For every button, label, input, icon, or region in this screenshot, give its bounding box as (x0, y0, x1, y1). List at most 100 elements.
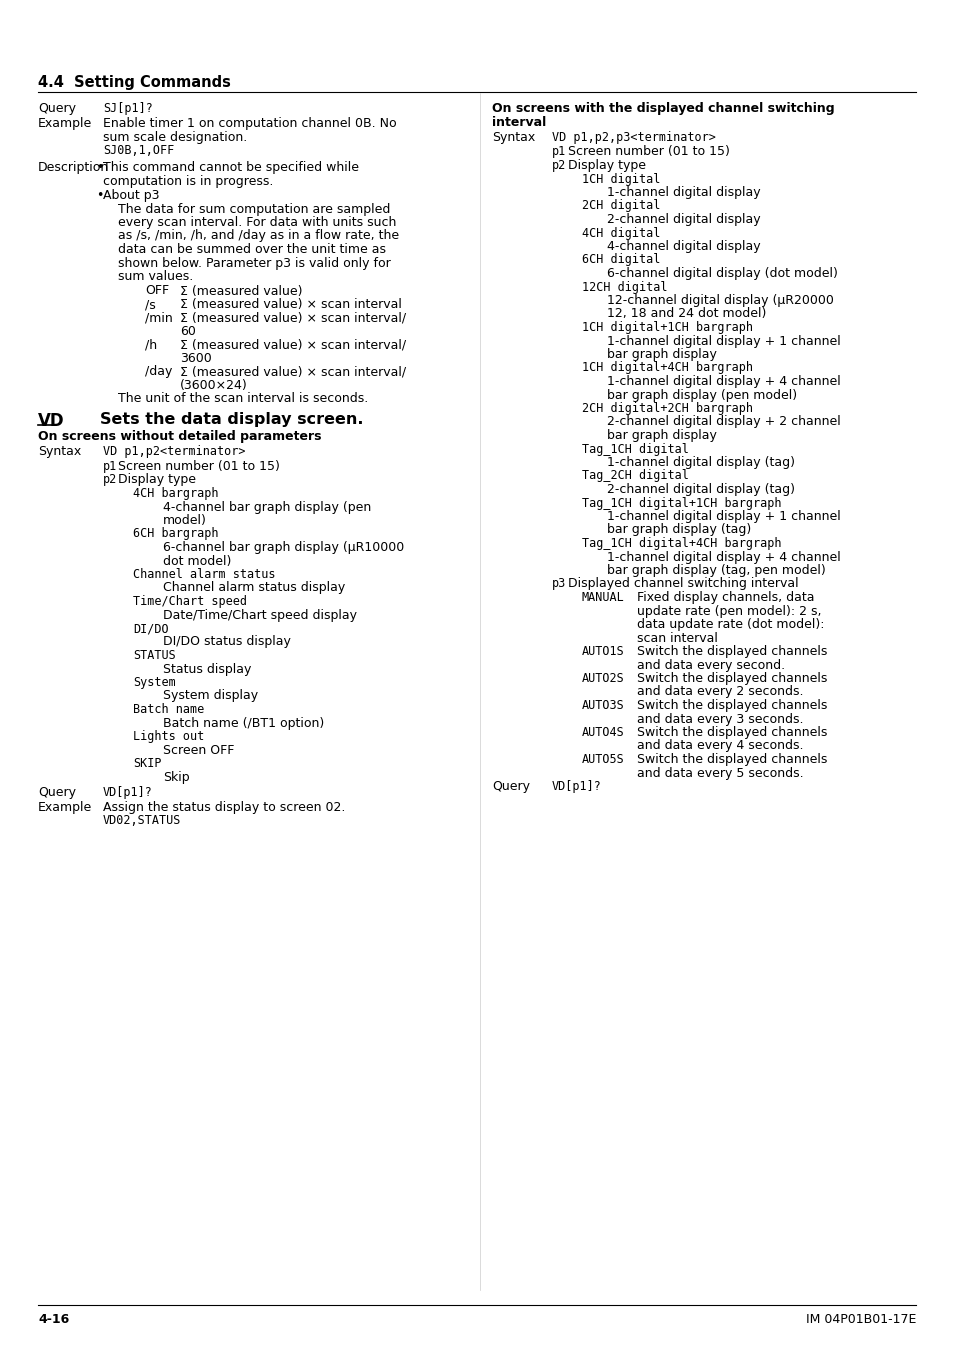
Text: Status display: Status display (163, 663, 251, 675)
Text: Lights out: Lights out (132, 730, 204, 742)
Text: computation is in progress.: computation is in progress. (103, 174, 274, 188)
Text: 1-channel digital display: 1-channel digital display (606, 186, 760, 198)
Text: 3600: 3600 (180, 352, 212, 365)
Text: DI/DO: DI/DO (132, 622, 169, 634)
Text: and data every 3 seconds.: and data every 3 seconds. (637, 713, 802, 725)
Text: Screen number (01 to 15): Screen number (01 to 15) (118, 460, 279, 472)
Text: •: • (96, 161, 103, 174)
Text: 1CH digital+1CH bargraph: 1CH digital+1CH bargraph (581, 321, 752, 333)
Text: /h: /h (145, 339, 157, 351)
Text: data update rate (dot model):: data update rate (dot model): (637, 618, 823, 630)
Text: (3600×24): (3600×24) (180, 379, 248, 391)
Text: SJ[p1]?: SJ[p1]? (103, 103, 152, 115)
Text: System: System (132, 676, 175, 688)
Text: VD[p1]?: VD[p1]? (103, 786, 152, 799)
Text: 1-channel digital display + 1 channel: 1-channel digital display + 1 channel (606, 510, 840, 522)
Text: AUTO5S: AUTO5S (581, 753, 624, 765)
Text: bar graph display (pen model): bar graph display (pen model) (606, 389, 797, 401)
Text: 2CH digital: 2CH digital (581, 200, 659, 212)
Text: Example: Example (38, 801, 92, 814)
Text: /min: /min (145, 312, 172, 324)
Text: 2-channel digital display (tag): 2-channel digital display (tag) (606, 483, 794, 495)
Text: STATUS: STATUS (132, 649, 175, 662)
Text: Fixed display channels, data: Fixed display channels, data (637, 591, 814, 603)
Text: p1: p1 (552, 146, 566, 158)
Text: SJ0B,1,OFF: SJ0B,1,OFF (103, 144, 174, 158)
Text: bar graph display (tag, pen model): bar graph display (tag, pen model) (606, 564, 825, 576)
Text: VD[p1]?: VD[p1]? (552, 780, 601, 792)
Text: p2: p2 (103, 474, 117, 486)
Text: Channel alarm status: Channel alarm status (132, 568, 275, 580)
Text: Switch the displayed channels: Switch the displayed channels (637, 645, 826, 657)
Text: DI/DO status display: DI/DO status display (163, 636, 291, 648)
Text: Syntax: Syntax (38, 446, 81, 459)
Text: AUTO4S: AUTO4S (581, 726, 624, 738)
Text: sum values.: sum values. (118, 270, 193, 284)
Text: VD p1,p2,p3<terminator>: VD p1,p2,p3<terminator> (552, 131, 715, 144)
Text: Enable timer 1 on computation channel 0B. No: Enable timer 1 on computation channel 0B… (103, 117, 396, 131)
Text: p2: p2 (552, 159, 566, 171)
Text: Time/Chart speed: Time/Chart speed (132, 595, 247, 608)
Text: Query: Query (492, 780, 530, 792)
Text: Tag_2CH digital: Tag_2CH digital (581, 470, 688, 482)
Text: 1-channel digital display + 4 channel: 1-channel digital display + 4 channel (606, 375, 840, 387)
Text: Σ (measured value) × scan interval: Σ (measured value) × scan interval (180, 298, 401, 311)
Text: and data every 5 seconds.: and data every 5 seconds. (637, 767, 802, 779)
Text: and data every 4 seconds.: and data every 4 seconds. (637, 740, 802, 752)
Text: AUTO2S: AUTO2S (581, 672, 624, 684)
Text: On screens with the displayed channel switching: On screens with the displayed channel sw… (492, 103, 834, 115)
Text: /s: /s (145, 298, 155, 311)
Text: Tag_1CH digital: Tag_1CH digital (581, 443, 688, 455)
Text: Example: Example (38, 117, 92, 131)
Text: OFF: OFF (145, 285, 169, 297)
Text: IM 04P01B01-17E: IM 04P01B01-17E (804, 1314, 915, 1326)
Text: 4CH bargraph: 4CH bargraph (132, 487, 218, 500)
Text: 12-channel digital display (μR20000: 12-channel digital display (μR20000 (606, 294, 833, 306)
Text: VD p1,p2<terminator>: VD p1,p2<terminator> (103, 446, 245, 459)
Text: Batch name (/BT1 option): Batch name (/BT1 option) (163, 717, 324, 729)
Text: 2-channel digital display + 2 channel: 2-channel digital display + 2 channel (606, 416, 840, 428)
Text: and data every second.: and data every second. (637, 659, 784, 671)
Text: 6-channel bar graph display (μR10000: 6-channel bar graph display (μR10000 (163, 541, 404, 554)
Text: Switch the displayed channels: Switch the displayed channels (637, 753, 826, 765)
Text: Tag_1CH digital+4CH bargraph: Tag_1CH digital+4CH bargraph (581, 537, 781, 549)
Text: p1: p1 (103, 460, 117, 472)
Text: shown below. Parameter p3 is valid only for: shown below. Parameter p3 is valid only … (118, 256, 391, 270)
Text: 4-channel digital display: 4-channel digital display (606, 240, 760, 252)
Text: Query: Query (38, 786, 76, 799)
Text: AUTO1S: AUTO1S (581, 645, 624, 657)
Text: SKIP: SKIP (132, 757, 161, 769)
Text: 4-16: 4-16 (38, 1314, 70, 1326)
Text: VD02,STATUS: VD02,STATUS (103, 814, 181, 828)
Text: 2-channel digital display: 2-channel digital display (606, 213, 760, 225)
Text: 6CH digital: 6CH digital (581, 254, 659, 266)
Text: bar graph display: bar graph display (606, 348, 716, 360)
Text: data can be summed over the unit time as: data can be summed over the unit time as (118, 243, 386, 256)
Text: Σ (measured value): Σ (measured value) (180, 285, 302, 297)
Text: The unit of the scan interval is seconds.: The unit of the scan interval is seconds… (118, 393, 368, 405)
Text: 1-channel digital display + 4 channel: 1-channel digital display + 4 channel (606, 551, 840, 563)
Text: Sets the data display screen.: Sets the data display screen. (100, 412, 363, 427)
Text: Query: Query (38, 103, 76, 115)
Text: 2CH digital+2CH bargraph: 2CH digital+2CH bargraph (581, 402, 752, 414)
Text: 12, 18 and 24 dot model): 12, 18 and 24 dot model) (606, 308, 765, 320)
Text: Syntax: Syntax (492, 131, 535, 144)
Text: p3: p3 (552, 578, 566, 590)
Text: 6CH bargraph: 6CH bargraph (132, 528, 218, 540)
Text: bar graph display (tag): bar graph display (tag) (606, 524, 750, 536)
Text: 1-channel digital display (tag): 1-channel digital display (tag) (606, 456, 794, 468)
Text: About p3: About p3 (103, 189, 159, 202)
Text: Skip: Skip (163, 771, 190, 783)
Text: Display type: Display type (567, 159, 645, 171)
Text: as /s, /min, /h, and /day as in a flow rate, the: as /s, /min, /h, and /day as in a flow r… (118, 230, 398, 243)
Text: /day: /day (145, 366, 172, 378)
Text: Date/Time/Chart speed display: Date/Time/Chart speed display (163, 609, 356, 621)
Text: model): model) (163, 514, 207, 526)
Text: 4.4  Setting Commands: 4.4 Setting Commands (38, 76, 231, 90)
Text: This command cannot be specified while: This command cannot be specified while (103, 161, 358, 174)
Text: Switch the displayed channels: Switch the displayed channels (637, 699, 826, 711)
Text: Screen number (01 to 15): Screen number (01 to 15) (567, 146, 729, 158)
Text: scan interval: scan interval (637, 632, 717, 644)
Text: 4CH digital: 4CH digital (581, 227, 659, 239)
Text: 1CH digital+4CH bargraph: 1CH digital+4CH bargraph (581, 362, 752, 374)
